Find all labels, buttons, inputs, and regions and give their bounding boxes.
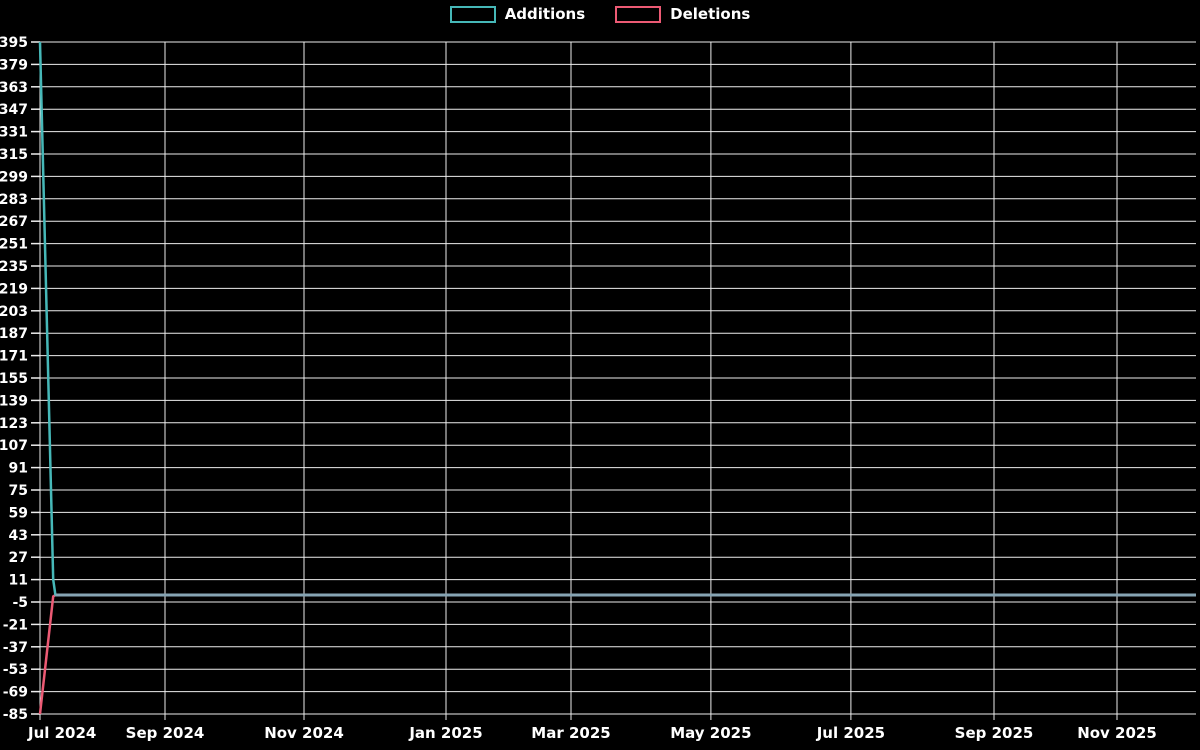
legend-item-deletions[interactable]: Deletions (615, 6, 750, 23)
deletions-swatch (615, 6, 662, 23)
y-tick-label: 251 (0, 237, 28, 253)
y-tick-label: 203 (0, 304, 28, 320)
additions-swatch (449, 6, 496, 23)
y-tick-label: 219 (0, 281, 28, 297)
y-tick-label: -85 (3, 707, 28, 723)
x-tick-label: Nov 2025 (1077, 724, 1157, 742)
y-tick-label: 59 (9, 505, 28, 521)
x-tick-label: Sep 2024 (126, 724, 205, 742)
y-tick-label: 283 (0, 192, 28, 208)
x-tick-label: Jan 2025 (408, 724, 482, 742)
x-tick-label: Sep 2025 (955, 724, 1034, 742)
y-tick-label: 187 (0, 326, 28, 342)
x-tick-label: Mar 2025 (531, 724, 610, 742)
y-tick-label: 155 (0, 371, 28, 387)
y-tick-label: -53 (3, 662, 28, 678)
y-tick-label: -5 (12, 595, 28, 611)
y-tick-label: -37 (3, 640, 28, 656)
y-tick-label: 267 (0, 214, 28, 230)
y-tick-label: 395 (0, 35, 28, 51)
x-tick-label: Jul 2024 (27, 724, 96, 742)
y-tick-label: 315 (0, 147, 28, 163)
deletions-line (38, 593, 1196, 715)
y-tick-label: 235 (0, 259, 28, 275)
y-tick-label: 299 (0, 169, 28, 185)
y-tick-label: 75 (9, 483, 28, 499)
y-tick-label: 363 (0, 80, 28, 96)
y-tick-label: -69 (3, 685, 28, 701)
y-tick-label: 379 (0, 57, 28, 73)
x-tick-label: Jul 2025 (816, 724, 885, 742)
deletions-legend-label: Deletions (670, 5, 751, 23)
y-tick-label: 347 (0, 102, 28, 118)
y-tick-label: 11 (9, 573, 28, 589)
additions-line (38, 41, 1196, 597)
additions-legend-label: Additions (504, 5, 586, 23)
legend-item-additions[interactable]: Additions (449, 5, 586, 23)
y-tick-label: 43 (9, 528, 28, 544)
y-tick-label: 107 (0, 438, 28, 454)
x-tick-label: May 2025 (670, 724, 751, 742)
x-tick-label: Nov 2024 (264, 724, 344, 742)
y-tick-label: 171 (0, 349, 28, 365)
y-tick-label: -21 (3, 617, 28, 633)
y-tick-label: 139 (0, 393, 28, 409)
y-tick-label: 91 (9, 461, 28, 477)
y-tick-label: 27 (9, 550, 28, 566)
y-tick-label: 331 (0, 125, 28, 141)
chart-legend: Additions Deletions (0, 6, 1200, 23)
y-tick-label: 123 (0, 416, 28, 432)
